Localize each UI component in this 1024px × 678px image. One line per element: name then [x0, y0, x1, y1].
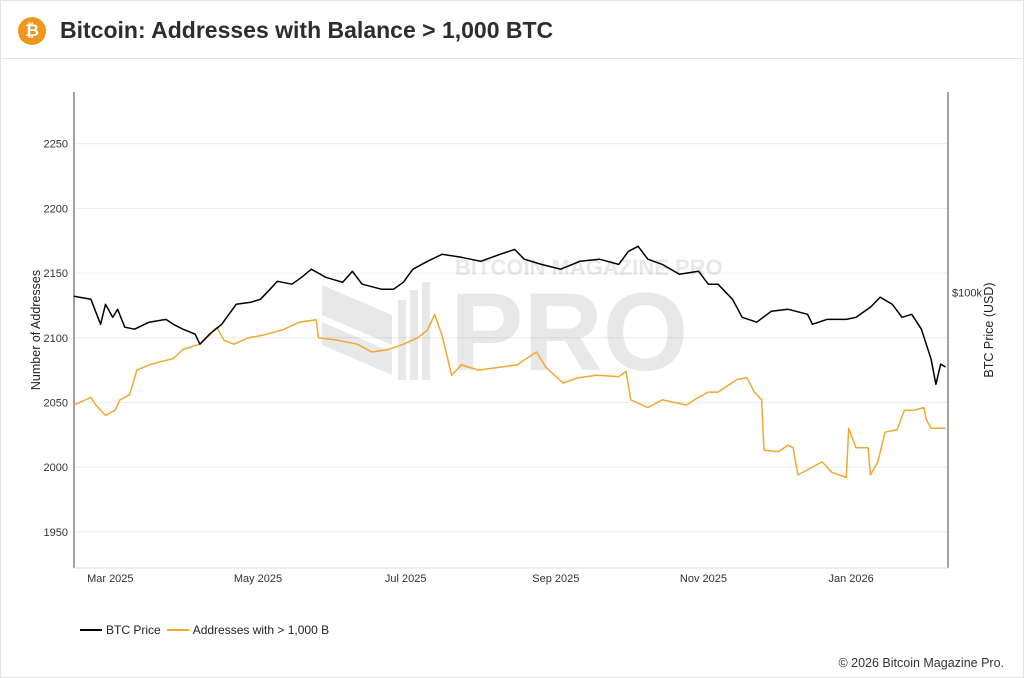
svg-text:PRO: PRO — [450, 271, 688, 394]
legend-label: Addresses with > 1,000 B — [192, 623, 330, 637]
y-tick-label: 1950 — [44, 527, 68, 539]
bitcoin-icon: ₿ — [18, 17, 46, 45]
y-tick-label: 2150 — [44, 268, 68, 280]
y-tick-label: 2200 — [44, 203, 68, 215]
y2-axis-title: BTC Price (USD) — [982, 282, 996, 377]
series-line-btc-price — [73, 245, 946, 386]
watermark-logo: BITCOIN MAGAZINE PRO PRO — [322, 255, 723, 394]
x-tick-label: May 2025 — [234, 573, 282, 585]
legend: BTC Price Addresses with > 1,000 B — [80, 623, 335, 637]
y-tick-label: 2050 — [44, 397, 68, 409]
legend-item-btc-price[interactable]: BTC Price — [80, 623, 161, 637]
svg-text:BITCOIN MAGAZINE PRO: BITCOIN MAGAZINE PRO — [455, 255, 723, 280]
copyright: © 2026 Bitcoin Magazine Pro. — [838, 656, 1004, 670]
y-tick-label: 2000 — [44, 462, 68, 474]
y-tick-label: 2100 — [44, 333, 68, 345]
y-axis-title: Number of Addresses — [29, 270, 43, 390]
chart-title: Bitcoin: Addresses with Balance > 1,000 … — [60, 17, 554, 43]
legend-swatch — [80, 629, 102, 631]
x-tick-label: Jul 2025 — [385, 573, 427, 585]
x-tick-label: Mar 2025 — [87, 573, 133, 585]
legend-item-addresses[interactable]: Addresses with > 1,000 B — [166, 623, 330, 637]
y-tick-label: 2250 — [44, 139, 68, 151]
y2-tick-label: $100k — [952, 287, 982, 299]
x-tick-label: Sep 2025 — [532, 573, 579, 585]
chart-header: ₿ Bitcoin: Addresses with Balance > 1,00… — [0, 0, 1024, 59]
legend-label: BTC Price — [106, 623, 161, 637]
x-tick-label: Jan 2026 — [829, 573, 874, 585]
x-tick-label: Nov 2025 — [680, 573, 727, 585]
legend-swatch — [166, 629, 189, 631]
